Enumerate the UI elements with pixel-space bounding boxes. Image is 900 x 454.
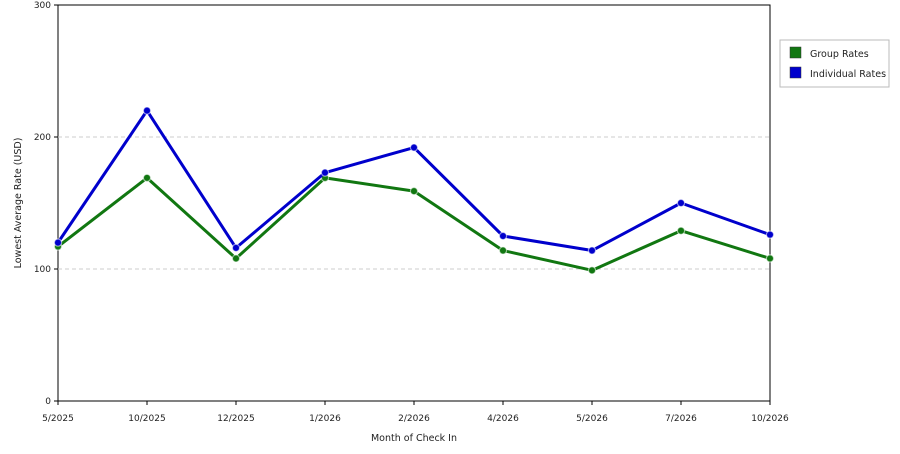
- x-tick-label: 10/2025: [128, 414, 165, 424]
- data-point-group-rates: [676, 226, 686, 235]
- legend: Group Rates Individual Rates: [779, 39, 890, 88]
- legend-swatch-group-rates: [789, 46, 802, 59]
- x-tick-label: 12/2025: [217, 414, 254, 424]
- data-point-group-rates: [587, 266, 597, 275]
- x-tick-label: 7/2026: [665, 414, 697, 424]
- data-point-individual-rates: [53, 238, 63, 247]
- series-layer: [53, 106, 775, 275]
- legend-swatch-individual-rates: [789, 66, 802, 79]
- y-tick-label: 300: [34, 1, 51, 11]
- data-point-individual-rates: [409, 143, 419, 152]
- data-point-group-rates: [231, 254, 241, 263]
- plot-area: [57, 4, 771, 402]
- axis-layer: 0 100 200 300 5/2025 10/2025 12/2025 1/2026 2/20…: [34, 1, 789, 424]
- x-tick-label: 4/2026: [487, 414, 519, 424]
- x-axis-title: Month of Check In: [371, 433, 457, 444]
- data-point-individual-rates: [231, 243, 241, 253]
- x-tick-label: 2/2026: [398, 414, 430, 424]
- y-axis-title: Lowest Average Rate (USD): [13, 138, 24, 269]
- y-tick-label: 100: [34, 265, 51, 275]
- x-tick-label: 1/2026: [309, 414, 341, 424]
- y-tick-label: 0: [45, 397, 51, 407]
- x-tick-label: 5/2026: [576, 414, 608, 424]
- x-tick-label: 10/2026: [751, 414, 789, 424]
- data-point-individual-rates: [765, 230, 775, 239]
- x-tick-label: 5/2025: [42, 414, 74, 424]
- y-tick-label: 200: [34, 133, 51, 143]
- data-point-individual-rates: [320, 168, 330, 177]
- data-point-individual-rates: [498, 231, 508, 241]
- legend-label-individual-rates: Individual Rates: [810, 69, 886, 80]
- data-point-group-rates: [498, 246, 508, 255]
- data-point-individual-rates: [587, 246, 597, 255]
- data-point-group-rates: [409, 186, 419, 196]
- data-point-group-rates: [765, 254, 775, 263]
- legend-label-group-rates: Group Rates: [810, 49, 869, 60]
- data-point-individual-rates: [142, 106, 152, 115]
- data-point-group-rates: [142, 173, 152, 183]
- data-point-individual-rates: [676, 198, 686, 208]
